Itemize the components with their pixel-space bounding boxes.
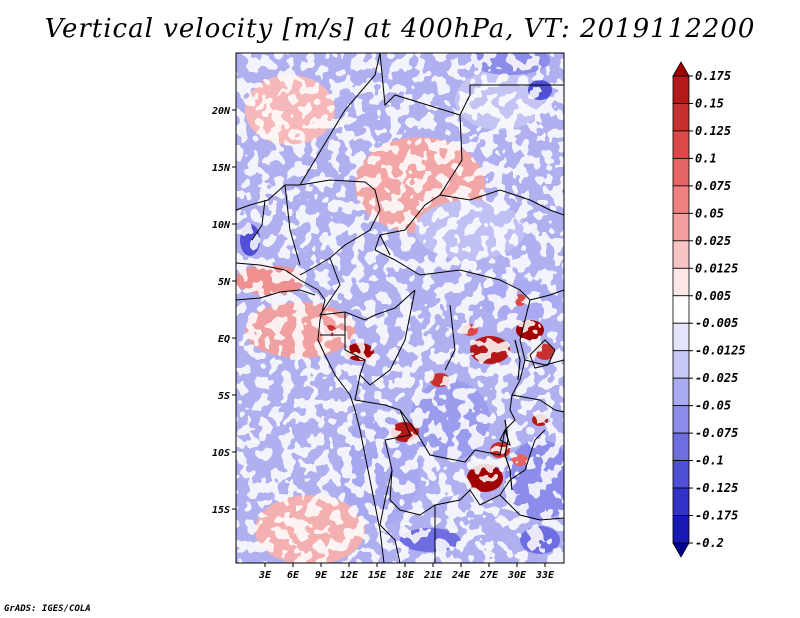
colorbar-label: -0.005 [695,316,738,330]
colorbar-swatch [672,322,690,352]
lon-tick-label: 6E [287,570,300,581]
colorbar-swatch [672,295,690,324]
colorbar-label: -0.125 [695,481,738,495]
lon-tick-label: 27E [479,570,499,581]
lon-tick-label: 33E [535,570,555,581]
colorbar-label: -0.075 [695,426,738,440]
lon-tick-label: 9E [315,570,328,581]
lon-tick-label: 18E [396,570,415,581]
plot-title: Vertical velocity [m/s] at 400hPa, VT: 2… [44,14,756,44]
colorbar-swatch [672,185,690,214]
colorbar-swatch [672,212,690,242]
lat-tick-label: 10N [212,220,231,231]
colorbar-label: 0.1 [695,151,717,165]
lon-tick-label: 24E [451,570,471,581]
footer-credit: GrADS: IGES/COLA [4,604,91,614]
colorbar-top-arrow [672,61,690,77]
colorbar-swatch [672,432,690,461]
colorbar-label: -0.05 [695,399,731,413]
colorbar-swatch [672,103,690,132]
colorbar-label: -0.175 [695,509,738,523]
colorbar-swatch [672,267,690,297]
colorbar-label: -0.1 [695,454,724,468]
lon-tick-label: 12E [340,570,359,581]
colorbar-swatch [672,350,690,379]
colorbar-label: 0.175 [695,69,731,83]
lat-tick-label: 5S [218,391,230,402]
colorbar-label: -0.2 [695,536,724,550]
colorbar-label: 0.025 [695,234,731,248]
colorbar-swatch [672,240,690,269]
lat-tick-label: 5N [218,277,231,288]
colorbar-label: 0.075 [695,179,731,193]
longitude-axis: 3E 6E 9E 12E 15E 18E 21E 24E 27E 30E 33E [258,563,555,581]
lon-tick-label: 30E [507,570,527,581]
colorbar-swatch [672,158,690,187]
colorbar-swatch [672,130,690,159]
lat-tick-label: EQ [218,334,230,345]
lon-tick-label: 15E [368,570,387,581]
coastline [236,262,556,563]
colorbar-swatch [672,405,690,434]
lon-tick-label: 21E [423,570,443,581]
colorbar-label: 0.0125 [695,261,738,275]
colorbar: 0.175 0.15 0.125 0.1 0.075 0.05 0.025 0.0125 0.0… [672,61,746,558]
colorbar-bottom-arrow [672,542,690,558]
vertical-velocity-field [236,53,564,563]
colorbar-swatch [672,460,690,489]
colorbar-label: -0.025 [695,371,738,385]
map-frame [235,52,565,564]
colorbar-swatch [672,487,690,516]
lon-tick-label: 3E [258,570,272,581]
lat-tick-label: 20N [211,106,231,117]
colorbar-swatch [672,515,690,544]
colorbar-swatch [672,75,690,104]
colorbar-label: 0.125 [695,124,731,138]
colorbar-swatch [672,377,690,407]
colorbar-label: 0.15 [695,96,724,110]
colorbar-label: 0.005 [695,289,731,303]
latitude-axis: 20N 15N 10N 5N EQ 5S 10S 15S [211,106,236,516]
lat-tick-label: 10S [212,448,230,459]
lat-tick-label: 15N [212,163,231,174]
colorbar-label: -0.0125 [695,344,746,358]
lat-tick-label: 15S [212,505,230,516]
colorbar-label: 0.05 [695,206,724,220]
country-boundaries [236,53,564,563]
